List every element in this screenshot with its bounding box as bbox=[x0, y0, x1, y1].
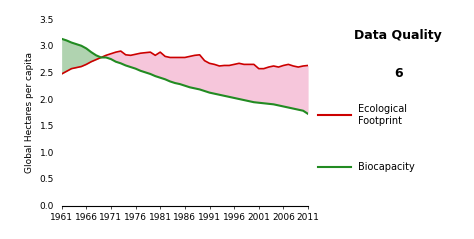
Y-axis label: Global Hectares per capita: Global Hectares per capita bbox=[25, 52, 34, 173]
Text: Biocapacity: Biocapacity bbox=[358, 162, 415, 172]
Text: Ecological
Footprint: Ecological Footprint bbox=[358, 104, 407, 125]
Text: Data Quality: Data Quality bbox=[354, 29, 442, 42]
Text: 6: 6 bbox=[394, 67, 402, 80]
